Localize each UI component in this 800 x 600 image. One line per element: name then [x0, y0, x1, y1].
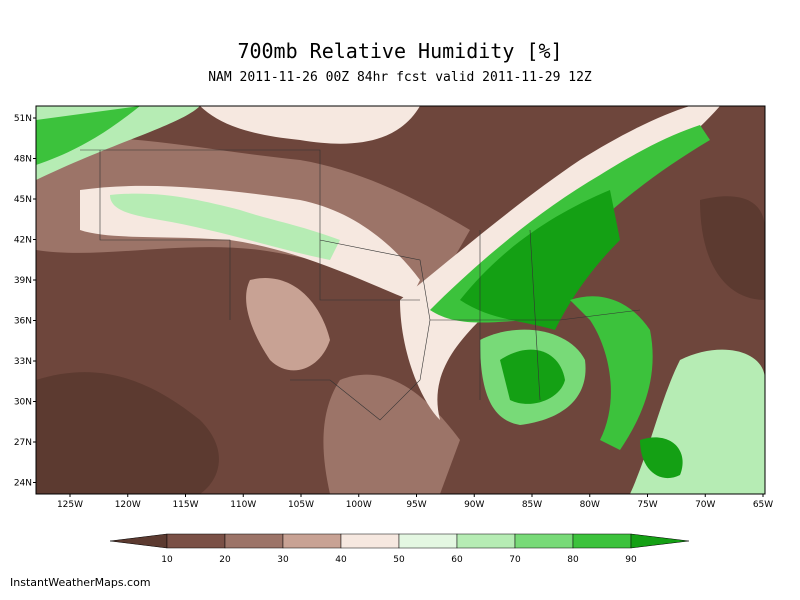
lon-label: 120W: [115, 500, 141, 510]
lat-label: 45N: [14, 195, 32, 205]
lon-label: 70W: [695, 500, 715, 510]
colorbar-label: 70: [509, 555, 521, 565]
colorbar-label: 50: [393, 555, 405, 565]
colorbar-segment: [224, 533, 284, 549]
lon-label: 65W: [753, 500, 773, 510]
lat-label: 51N: [14, 114, 32, 124]
colorbar-label: 10: [161, 555, 173, 565]
colorbar-arrow: [630, 533, 690, 549]
lon-label: 95W: [406, 500, 426, 510]
footer: InstantWeatherMaps.com: [10, 576, 151, 589]
colorbar-label: 30: [277, 555, 289, 565]
colorbar-label: 40: [335, 555, 347, 565]
map-frame: [35, 105, 766, 495]
colorbar-segment: [398, 533, 458, 549]
colorbar-segment: [514, 533, 574, 549]
lat-label: 48N: [14, 155, 32, 165]
colorbar-label: 20: [219, 555, 231, 565]
lon-label: 90W: [464, 500, 484, 510]
lat-label: 33N: [14, 357, 32, 367]
lon-label: 125W: [57, 500, 83, 510]
colorbar-segment: [340, 533, 400, 549]
lon-label: 115W: [172, 500, 198, 510]
colorbar-label: 80: [567, 555, 579, 565]
lat-label: 27N: [14, 438, 32, 448]
lon-label: 85W: [522, 500, 542, 510]
colorbar-segment: [282, 533, 342, 549]
colorbar-arrow: [109, 533, 168, 549]
lon-label: 80W: [580, 500, 600, 510]
colorbar-segment: [572, 533, 632, 549]
colorbar-label: 90: [625, 555, 637, 565]
humidity-field: [36, 106, 765, 494]
lat-label: 39N: [14, 276, 32, 286]
lat-label: 24N: [14, 479, 32, 489]
lat-label: 42N: [14, 236, 32, 246]
lon-label: 100W: [346, 500, 372, 510]
colorbar-segment: [456, 533, 516, 549]
lon-label: 110W: [230, 500, 256, 510]
lon-label: 105W: [288, 500, 314, 510]
colorbar-label: 60: [451, 555, 463, 565]
map-subtitle: NAM 2011-11-26 00Z 84hr fcst valid 2011-…: [208, 70, 592, 85]
map-title: 700mb Relative Humidity [%]: [237, 39, 562, 63]
lon-label: 75W: [637, 500, 657, 510]
lat-label: 36N: [14, 317, 32, 327]
lat-label: 30N: [14, 398, 32, 408]
colorbar-segment: [166, 533, 226, 549]
